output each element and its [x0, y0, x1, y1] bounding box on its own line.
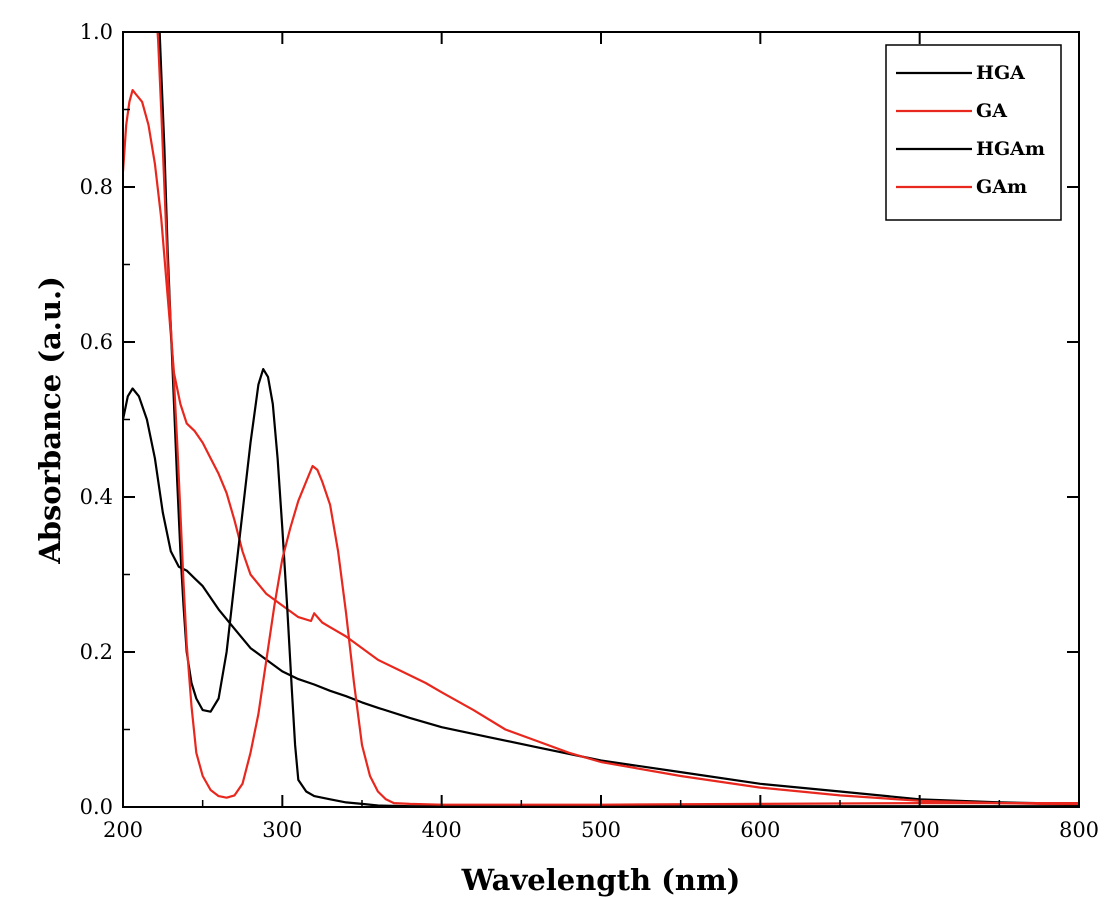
y-tick-label-0-6: 0.6 [80, 330, 113, 354]
x-tick-label-700: 700 [900, 818, 940, 842]
series-line-ga [123, 89, 1079, 806]
y-tick-label-1-0: 1.0 [80, 20, 113, 44]
x-tick-label-300: 300 [262, 818, 302, 842]
legend-label-gam: GAm [976, 176, 1027, 198]
ticks-layer: 200 300 400 500 600 700 800 0.0 0.2 0.4 0.6 0.8 1.0 [80, 20, 1099, 842]
y-tick-label-0-4: 0.4 [80, 485, 113, 509]
legend-frame [885, 44, 1062, 221]
legend-label-hga: HGA [976, 62, 1025, 84]
series-line-gam [156, 32, 1079, 806]
x-tick-label-400: 400 [422, 818, 462, 842]
x-axis-title: Wavelength (nm) [461, 863, 741, 897]
x-tick-label-200: 200 [103, 818, 143, 842]
y-tick-label-0-0: 0.0 [80, 795, 113, 819]
x-tick-label-800: 800 [1059, 818, 1099, 842]
y-tick-label-0-8: 0.8 [80, 175, 113, 199]
series-layer [123, 32, 1079, 807]
legend-label-ga: GA [976, 100, 1007, 122]
series-line-hga [123, 387, 1079, 805]
y-axis-title: Absorbance (a.u.) [33, 276, 67, 565]
legend-label-hgam: HGAm [976, 138, 1045, 160]
x-tick-label-600: 600 [740, 818, 780, 842]
series-line-hgam [158, 32, 1079, 807]
y-tick-label-0-2: 0.2 [80, 640, 113, 664]
x-tick-label-500: 500 [581, 818, 621, 842]
legend: HGA GA HGAm GAm [885, 44, 1062, 221]
